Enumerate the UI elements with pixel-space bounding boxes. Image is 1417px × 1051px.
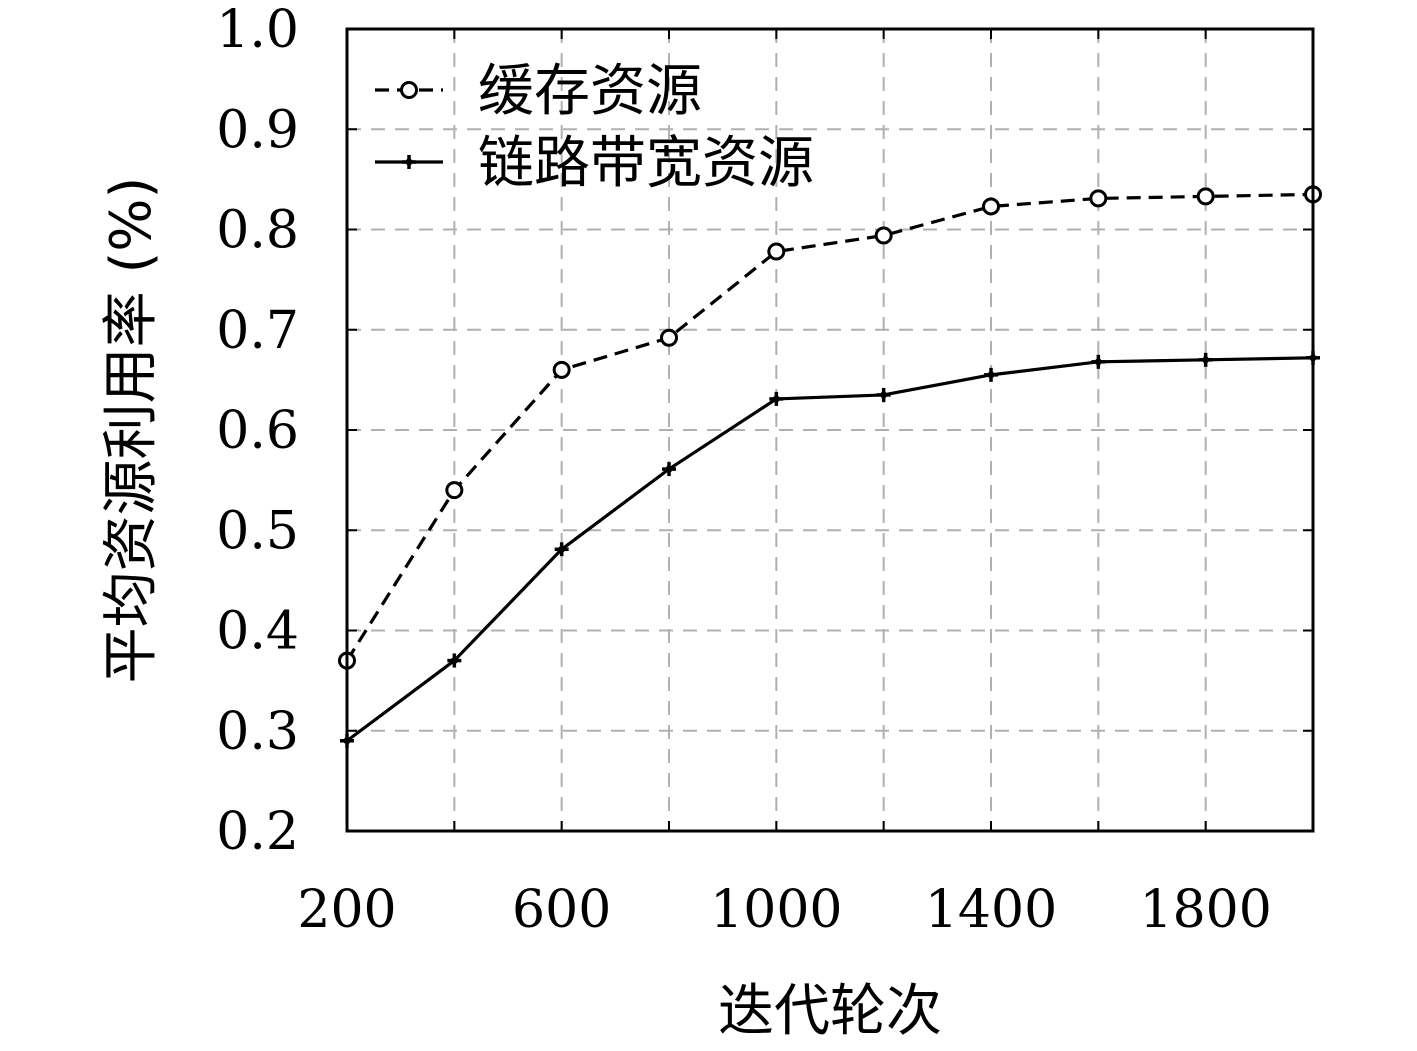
series-line — [346, 356, 1314, 743]
data-point — [767, 242, 786, 261]
plus-marker-dot — [987, 371, 995, 379]
x-tick-labels: 200 600 1000 1400 1800 — [297, 880, 1271, 940]
y-axis-title: 平均资源利用率 (%) — [99, 177, 164, 684]
data-point — [1196, 187, 1215, 206]
y-tick-label: 0.6 — [216, 401, 299, 461]
legend-label: 缓存资源 — [478, 59, 702, 124]
data-point — [1089, 189, 1108, 208]
data-point — [447, 653, 462, 668]
plus-marker-dot — [558, 545, 566, 553]
plus-marker-dot — [450, 657, 458, 665]
y-tick-label: 0.3 — [216, 702, 299, 762]
series-bandwidth — [340, 350, 1320, 748]
legend-label: 链路带宽资源 — [478, 131, 814, 196]
x-tick-label: 1800 — [1139, 880, 1271, 940]
data-point — [552, 360, 571, 379]
y-tick-label: 0.8 — [216, 201, 299, 261]
legend-marker — [402, 155, 416, 169]
plus-marker-dot — [665, 465, 673, 473]
y-tick-label: 0.7 — [216, 301, 299, 361]
grid — [347, 29, 1313, 831]
data-point — [982, 197, 1000, 216]
x-tick-label: 1400 — [925, 880, 1057, 940]
plus-marker-dot — [880, 391, 888, 399]
y-tick-label: 0.5 — [216, 501, 299, 561]
data-point — [876, 387, 891, 402]
data-point — [1091, 354, 1106, 369]
data-point — [445, 481, 464, 500]
data-point — [662, 462, 676, 477]
y-tick-label: 0.2 — [216, 802, 299, 862]
data-point — [660, 328, 678, 347]
plus-marker-dot — [772, 395, 780, 403]
data-series — [338, 185, 1322, 748]
data-point — [554, 542, 569, 557]
data-point — [1198, 352, 1213, 367]
x-tick-label: 1000 — [710, 880, 842, 940]
y-tick-labels: 0.2 0.3 0.4 0.5 0.6 0.7 0.8 0.9 1.0 — [216, 0, 299, 862]
legend-marker — [400, 81, 418, 99]
series-cache — [338, 185, 1322, 670]
plus-marker-dot — [1202, 356, 1210, 364]
x-tick-label: 200 — [297, 880, 396, 940]
x-axis-title: 迭代轮次 — [718, 979, 942, 1044]
y-tick-label: 1.0 — [216, 0, 299, 60]
data-point — [874, 226, 893, 245]
plus-marker-dot — [405, 158, 413, 166]
data-point — [769, 391, 784, 406]
y-tick-label: 0.4 — [216, 602, 299, 662]
y-tick-label: 0.9 — [216, 100, 299, 160]
plot-frame — [345, 27, 1315, 833]
data-point — [984, 367, 998, 382]
legend-item: 缓存资源 — [375, 59, 702, 124]
series-line — [345, 192, 1314, 662]
x-tick-label: 600 — [512, 880, 611, 940]
legend-item: 链路带宽资源 — [375, 131, 814, 196]
plus-marker-dot — [1094, 358, 1102, 366]
